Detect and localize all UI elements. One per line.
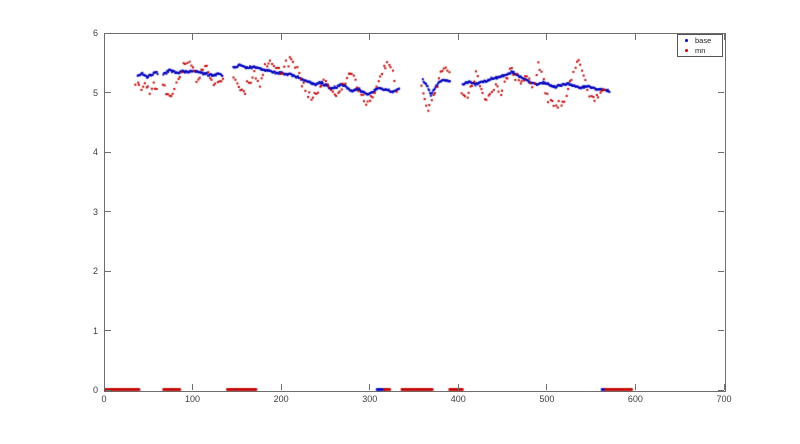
y-tick	[105, 270, 111, 272]
x-tick-top	[546, 34, 548, 40]
y-tick	[105, 32, 111, 34]
y-tick	[105, 92, 111, 93]
y-tick-label: 0	[92, 385, 98, 395]
x-tick	[723, 384, 725, 390]
x-tick-label: 300	[362, 394, 378, 404]
y-tick-label: 6	[92, 28, 98, 38]
legend-label-mn: mn	[695, 46, 706, 55]
x-tick-top	[369, 34, 371, 40]
x-tick-label: 600	[627, 394, 643, 404]
x-tick-top	[634, 34, 636, 40]
x-tick	[192, 384, 194, 390]
y-tick	[105, 211, 111, 212]
y-tick-right	[718, 92, 724, 93]
x-tick	[103, 384, 105, 390]
y-tick-label: 2	[92, 266, 98, 276]
y-tick-right	[718, 211, 724, 212]
y-tick-right	[718, 151, 724, 153]
x-tick-top	[723, 34, 725, 40]
legend-entry-mn: mn	[678, 46, 722, 55]
x-tick-label: 0	[101, 394, 107, 404]
y-tick-label: 4	[92, 147, 98, 157]
x-tick-label: 700	[716, 394, 732, 404]
x-tick-top	[457, 34, 459, 40]
y-tick	[105, 389, 111, 391]
y-tick-label: 3	[92, 206, 98, 217]
legend-label-base: base	[695, 36, 712, 45]
x-tick	[457, 384, 459, 390]
x-tick-label: 400	[450, 394, 466, 404]
scatter-canvas	[104, 33, 724, 392]
x-tick-label: 500	[539, 394, 555, 404]
x-tick-top	[280, 34, 282, 40]
y-tick-right	[718, 389, 724, 391]
x-tick	[280, 384, 282, 390]
legend-entry-base: base	[678, 36, 722, 45]
x-tick-label: 200	[273, 394, 289, 404]
x-tick-top	[103, 34, 105, 40]
y-tick-right	[718, 330, 724, 331]
y-tick	[105, 151, 111, 153]
legend-marker-mn-icon	[685, 49, 688, 52]
x-tick	[634, 384, 636, 390]
y-tick-label: 1	[92, 325, 98, 336]
y-tick-right	[718, 32, 724, 34]
y-tick	[105, 330, 111, 331]
y-tick-right	[718, 270, 724, 272]
x-tick-top	[192, 34, 194, 40]
x-tick-label: 100	[185, 394, 201, 404]
legend-marker-base-icon	[685, 39, 688, 42]
legend[interactable]: base mn	[677, 34, 723, 57]
y-tick-label: 5	[92, 87, 98, 98]
x-tick	[369, 384, 371, 390]
x-tick	[546, 384, 548, 390]
